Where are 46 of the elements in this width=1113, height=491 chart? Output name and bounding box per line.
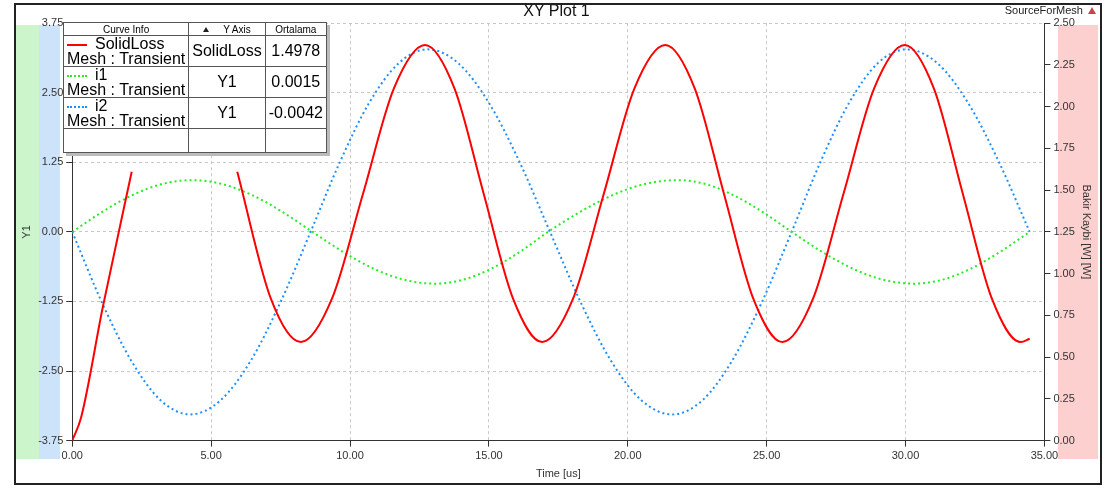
y-axis-title: Y1	[19, 225, 32, 239]
y2-tick-label: 2.50	[1053, 16, 1075, 29]
annotation: SolidLoss	[188, 35, 266, 67]
annotation: Ortalama	[265, 22, 327, 36]
legend-label: SolidLoss	[95, 35, 165, 52]
y-tick-label: 2.50	[41, 85, 64, 98]
annotation: Mesh : Transient	[67, 81, 186, 98]
y2-tick-label: 1.75	[1053, 141, 1075, 154]
y-tick-label: -1.25	[38, 294, 64, 307]
y2-tick-label: 0.75	[1053, 308, 1075, 321]
annotation: 0.0015	[265, 66, 327, 98]
y2-tick-label: 2.25	[1053, 57, 1075, 70]
annotation: -0.0042	[265, 97, 327, 129]
annotation: Y Axis	[188, 22, 266, 36]
x-tick-label: 20.00	[614, 449, 642, 462]
y2-tick-label: 0.25	[1053, 391, 1075, 404]
text: SourceForMesh	[1004, 4, 1083, 16]
line-series	[72, 179, 1031, 285]
x-tick-label: 0.00	[61, 449, 83, 462]
x-tick-label: 25.00	[752, 449, 781, 462]
y2-tick-label: 0.50	[1053, 350, 1075, 363]
y-tick-label: 0.00	[41, 224, 64, 237]
y-tick-label: 3.75	[41, 16, 64, 29]
x-tick-label: 30.00	[891, 449, 920, 462]
annotation: Curve Info	[63, 22, 189, 36]
x-tick-label: 5.00	[200, 449, 222, 462]
legend-label: i1	[95, 66, 108, 83]
annotation: 1.4978	[265, 35, 327, 67]
y2-tick-label: 1.25	[1053, 224, 1075, 237]
annotation: Mesh : Transient	[67, 50, 186, 67]
y2-tick-label: 1.00	[1053, 266, 1075, 279]
x-axis-title: Time [us]	[535, 467, 581, 480]
x-tick-label: 10.00	[336, 449, 364, 462]
x-tick-label: 35.00	[1030, 449, 1059, 462]
annotation: Y1	[188, 97, 266, 129]
legend-label: i2	[95, 97, 108, 114]
y2-tick-label: 1.50	[1053, 183, 1075, 196]
y-tick-label: -3.75	[38, 433, 64, 446]
annotation: Y1	[188, 66, 266, 98]
y-tick-label: 1.25	[41, 155, 64, 168]
y2-tick-label: 2.00	[1053, 99, 1075, 112]
x-tick-label: 15.00	[475, 449, 503, 462]
y2-axis-title: Bakir Kaybi [W] [W]	[1081, 184, 1094, 280]
annotation: Mesh : Transient	[67, 112, 186, 129]
y-tick-label: -2.50	[38, 364, 64, 377]
y2-tick-label: 0.00	[1053, 433, 1075, 446]
